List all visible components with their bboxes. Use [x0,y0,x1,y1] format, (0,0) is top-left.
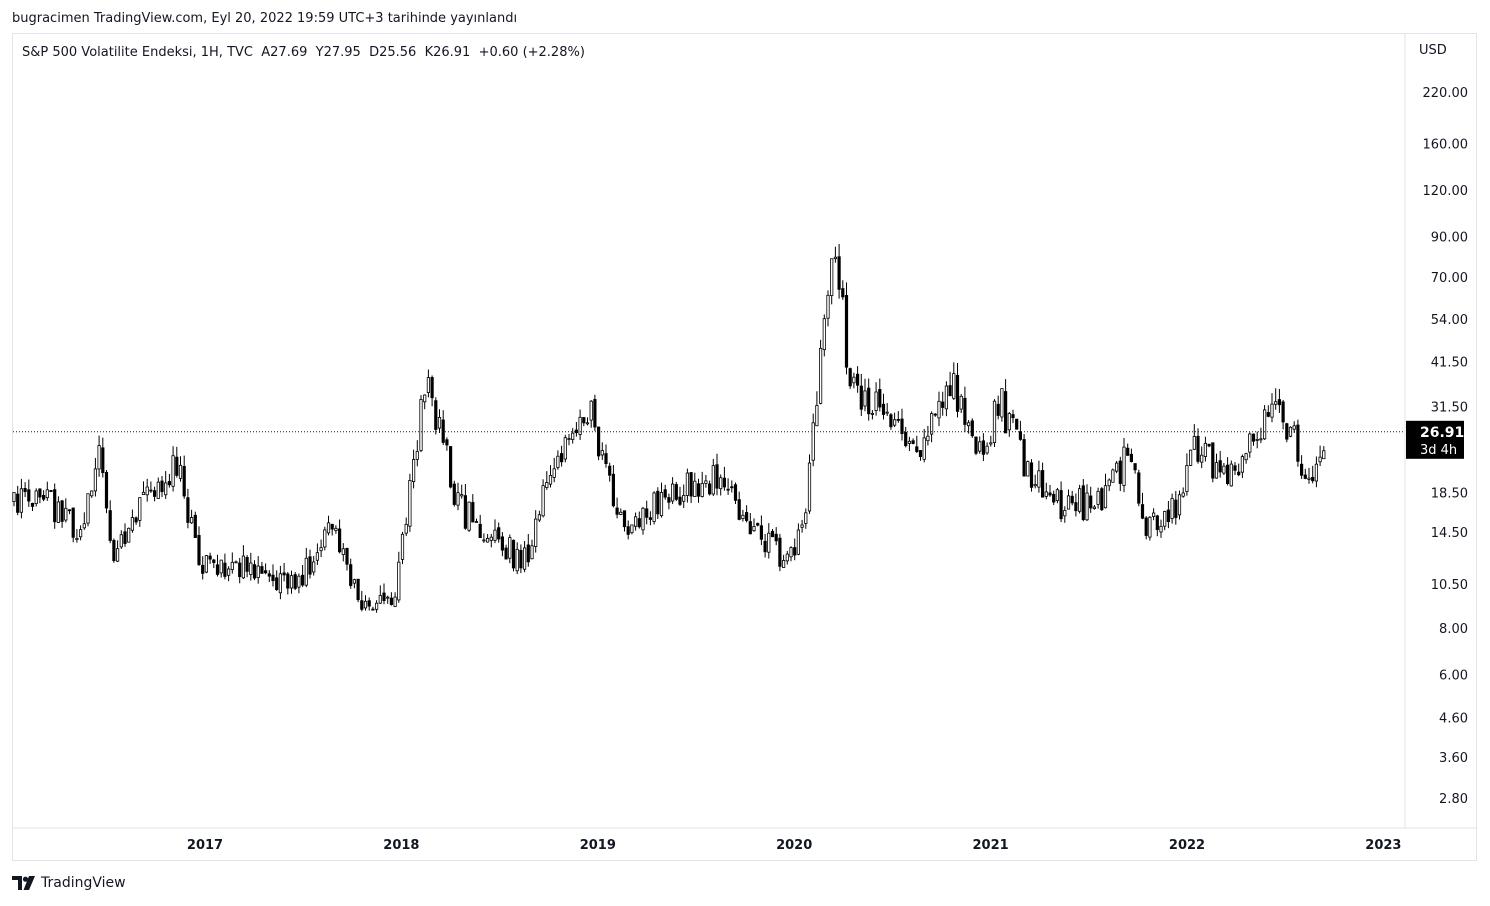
tradingview-brand: TradingView [41,875,126,891]
legend-low: D25.56 [369,45,417,60]
legend-close: K26.91 [424,45,471,60]
publication-caption: bugracimen TradingView.com, Eyl 20, 2022… [12,11,518,26]
currency-label[interactable]: USD [1419,43,1447,58]
chart-frame[interactable] [12,33,1477,861]
chart-legend: S&P 500 Volatilite Endeksi, 1H, TVC A27.… [22,45,585,60]
tradingview-logo[interactable]: TradingView [12,875,126,891]
legend-symbol: S&P 500 Volatilite Endeksi, 1H, TVC [22,45,253,60]
tradingview-logo-icon [12,876,35,890]
legend-change: +0.60 (+2.28%) [478,45,585,60]
legend-open: A27.69 [261,45,308,60]
legend-high: Y27.95 [315,45,361,60]
